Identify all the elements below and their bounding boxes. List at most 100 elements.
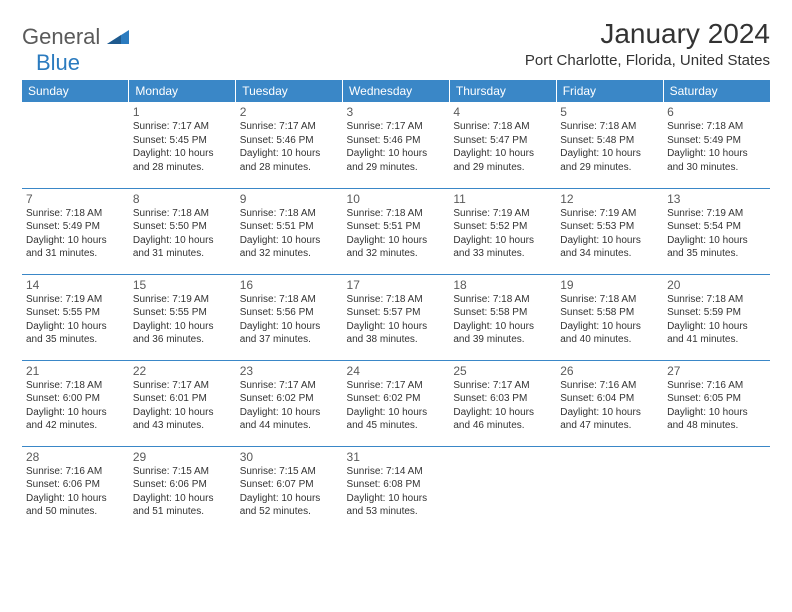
sunset-text: Sunset: 5:54 PM bbox=[667, 220, 766, 234]
day-info: Sunrise: 7:19 AMSunset: 5:54 PMDaylight:… bbox=[667, 207, 766, 261]
calendar-week-row: 28Sunrise: 7:16 AMSunset: 6:06 PMDayligh… bbox=[22, 446, 770, 532]
day-number: 9 bbox=[240, 192, 339, 206]
calendar-day-cell: 30Sunrise: 7:15 AMSunset: 6:07 PMDayligh… bbox=[236, 446, 343, 532]
day-info: Sunrise: 7:16 AMSunset: 6:06 PMDaylight:… bbox=[26, 465, 125, 519]
calendar-week-row: 21Sunrise: 7:18 AMSunset: 6:00 PMDayligh… bbox=[22, 360, 770, 446]
day-info: Sunrise: 7:17 AMSunset: 6:03 PMDaylight:… bbox=[453, 379, 552, 433]
daylight-text-2: and 42 minutes. bbox=[26, 419, 125, 433]
calendar-day-cell: 10Sunrise: 7:18 AMSunset: 5:51 PMDayligh… bbox=[343, 188, 450, 274]
sunset-text: Sunset: 5:49 PM bbox=[667, 134, 766, 148]
sunrise-text: Sunrise: 7:18 AM bbox=[26, 379, 125, 393]
sunrise-text: Sunrise: 7:17 AM bbox=[133, 120, 232, 134]
day-info: Sunrise: 7:14 AMSunset: 6:08 PMDaylight:… bbox=[347, 465, 446, 519]
sunset-text: Sunset: 6:07 PM bbox=[240, 478, 339, 492]
sunset-text: Sunset: 5:53 PM bbox=[560, 220, 659, 234]
day-info: Sunrise: 7:17 AMSunset: 5:46 PMDaylight:… bbox=[347, 120, 446, 174]
daylight-text-1: Daylight: 10 hours bbox=[667, 234, 766, 248]
sunrise-text: Sunrise: 7:18 AM bbox=[347, 207, 446, 221]
day-number: 12 bbox=[560, 192, 659, 206]
sunrise-text: Sunrise: 7:15 AM bbox=[240, 465, 339, 479]
sunset-text: Sunset: 5:50 PM bbox=[133, 220, 232, 234]
weekday-header: Tuesday bbox=[236, 80, 343, 102]
daylight-text-2: and 44 minutes. bbox=[240, 419, 339, 433]
day-number: 8 bbox=[133, 192, 232, 206]
calendar-day-cell: 3Sunrise: 7:17 AMSunset: 5:46 PMDaylight… bbox=[343, 102, 450, 188]
daylight-text-2: and 52 minutes. bbox=[240, 505, 339, 519]
daylight-text-2: and 33 minutes. bbox=[453, 247, 552, 261]
day-info: Sunrise: 7:18 AMSunset: 5:51 PMDaylight:… bbox=[240, 207, 339, 261]
day-number: 4 bbox=[453, 105, 552, 119]
sunrise-text: Sunrise: 7:18 AM bbox=[453, 293, 552, 307]
sunset-text: Sunset: 6:08 PM bbox=[347, 478, 446, 492]
daylight-text-1: Daylight: 10 hours bbox=[240, 147, 339, 161]
day-info: Sunrise: 7:16 AMSunset: 6:04 PMDaylight:… bbox=[560, 379, 659, 433]
daylight-text-1: Daylight: 10 hours bbox=[240, 320, 339, 334]
sunrise-text: Sunrise: 7:19 AM bbox=[133, 293, 232, 307]
sunrise-text: Sunrise: 7:16 AM bbox=[560, 379, 659, 393]
daylight-text-2: and 47 minutes. bbox=[560, 419, 659, 433]
daylight-text-1: Daylight: 10 hours bbox=[133, 234, 232, 248]
sunrise-text: Sunrise: 7:18 AM bbox=[667, 120, 766, 134]
calendar-day-cell: 6Sunrise: 7:18 AMSunset: 5:49 PMDaylight… bbox=[663, 102, 770, 188]
calendar-day-cell: 18Sunrise: 7:18 AMSunset: 5:58 PMDayligh… bbox=[449, 274, 556, 360]
sunset-text: Sunset: 6:00 PM bbox=[26, 392, 125, 406]
day-number: 25 bbox=[453, 364, 552, 378]
daylight-text-1: Daylight: 10 hours bbox=[453, 234, 552, 248]
daylight-text-2: and 29 minutes. bbox=[453, 161, 552, 175]
day-info: Sunrise: 7:19 AMSunset: 5:52 PMDaylight:… bbox=[453, 207, 552, 261]
sunset-text: Sunset: 6:06 PM bbox=[26, 478, 125, 492]
calendar-day-cell bbox=[22, 102, 129, 188]
sunset-text: Sunset: 5:59 PM bbox=[667, 306, 766, 320]
daylight-text-1: Daylight: 10 hours bbox=[347, 320, 446, 334]
daylight-text-1: Daylight: 10 hours bbox=[560, 406, 659, 420]
sunrise-text: Sunrise: 7:18 AM bbox=[347, 293, 446, 307]
sunrise-text: Sunrise: 7:17 AM bbox=[453, 379, 552, 393]
day-number: 26 bbox=[560, 364, 659, 378]
daylight-text-2: and 34 minutes. bbox=[560, 247, 659, 261]
calendar-day-cell: 15Sunrise: 7:19 AMSunset: 5:55 PMDayligh… bbox=[129, 274, 236, 360]
calendar-day-cell bbox=[663, 446, 770, 532]
calendar-page: General Blue January 2024 Port Charlotte… bbox=[0, 0, 792, 542]
sunset-text: Sunset: 5:51 PM bbox=[347, 220, 446, 234]
day-info: Sunrise: 7:18 AMSunset: 5:58 PMDaylight:… bbox=[453, 293, 552, 347]
daylight-text-2: and 40 minutes. bbox=[560, 333, 659, 347]
weekday-header: Thursday bbox=[449, 80, 556, 102]
daylight-text-1: Daylight: 10 hours bbox=[453, 320, 552, 334]
sunset-text: Sunset: 5:55 PM bbox=[26, 306, 125, 320]
day-number: 30 bbox=[240, 450, 339, 464]
logo-part1: General bbox=[22, 24, 100, 49]
sunset-text: Sunset: 6:05 PM bbox=[667, 392, 766, 406]
logo: General Blue bbox=[22, 18, 129, 76]
calendar-day-cell: 9Sunrise: 7:18 AMSunset: 5:51 PMDaylight… bbox=[236, 188, 343, 274]
day-number: 16 bbox=[240, 278, 339, 292]
day-info: Sunrise: 7:17 AMSunset: 6:02 PMDaylight:… bbox=[347, 379, 446, 433]
weekday-header: Saturday bbox=[663, 80, 770, 102]
sunrise-text: Sunrise: 7:17 AM bbox=[240, 120, 339, 134]
day-info: Sunrise: 7:15 AMSunset: 6:06 PMDaylight:… bbox=[133, 465, 232, 519]
day-number: 17 bbox=[347, 278, 446, 292]
sunrise-text: Sunrise: 7:16 AM bbox=[26, 465, 125, 479]
calendar-day-cell: 26Sunrise: 7:16 AMSunset: 6:04 PMDayligh… bbox=[556, 360, 663, 446]
header: General Blue January 2024 Port Charlotte… bbox=[22, 18, 770, 76]
day-number: 11 bbox=[453, 192, 552, 206]
day-info: Sunrise: 7:16 AMSunset: 6:05 PMDaylight:… bbox=[667, 379, 766, 433]
calendar-day-cell bbox=[556, 446, 663, 532]
daylight-text-2: and 28 minutes. bbox=[240, 161, 339, 175]
location: Port Charlotte, Florida, United States bbox=[525, 52, 770, 69]
sunrise-text: Sunrise: 7:17 AM bbox=[347, 120, 446, 134]
daylight-text-1: Daylight: 10 hours bbox=[560, 234, 659, 248]
calendar-day-cell: 5Sunrise: 7:18 AMSunset: 5:48 PMDaylight… bbox=[556, 102, 663, 188]
day-number: 3 bbox=[347, 105, 446, 119]
sunrise-text: Sunrise: 7:19 AM bbox=[26, 293, 125, 307]
day-info: Sunrise: 7:18 AMSunset: 6:00 PMDaylight:… bbox=[26, 379, 125, 433]
day-info: Sunrise: 7:18 AMSunset: 5:49 PMDaylight:… bbox=[667, 120, 766, 174]
sunrise-text: Sunrise: 7:16 AM bbox=[667, 379, 766, 393]
day-info: Sunrise: 7:17 AMSunset: 5:46 PMDaylight:… bbox=[240, 120, 339, 174]
sunset-text: Sunset: 5:46 PM bbox=[347, 134, 446, 148]
daylight-text-2: and 28 minutes. bbox=[133, 161, 232, 175]
calendar-day-cell: 17Sunrise: 7:18 AMSunset: 5:57 PMDayligh… bbox=[343, 274, 450, 360]
daylight-text-1: Daylight: 10 hours bbox=[347, 406, 446, 420]
daylight-text-2: and 29 minutes. bbox=[560, 161, 659, 175]
daylight-text-1: Daylight: 10 hours bbox=[240, 234, 339, 248]
daylight-text-2: and 41 minutes. bbox=[667, 333, 766, 347]
